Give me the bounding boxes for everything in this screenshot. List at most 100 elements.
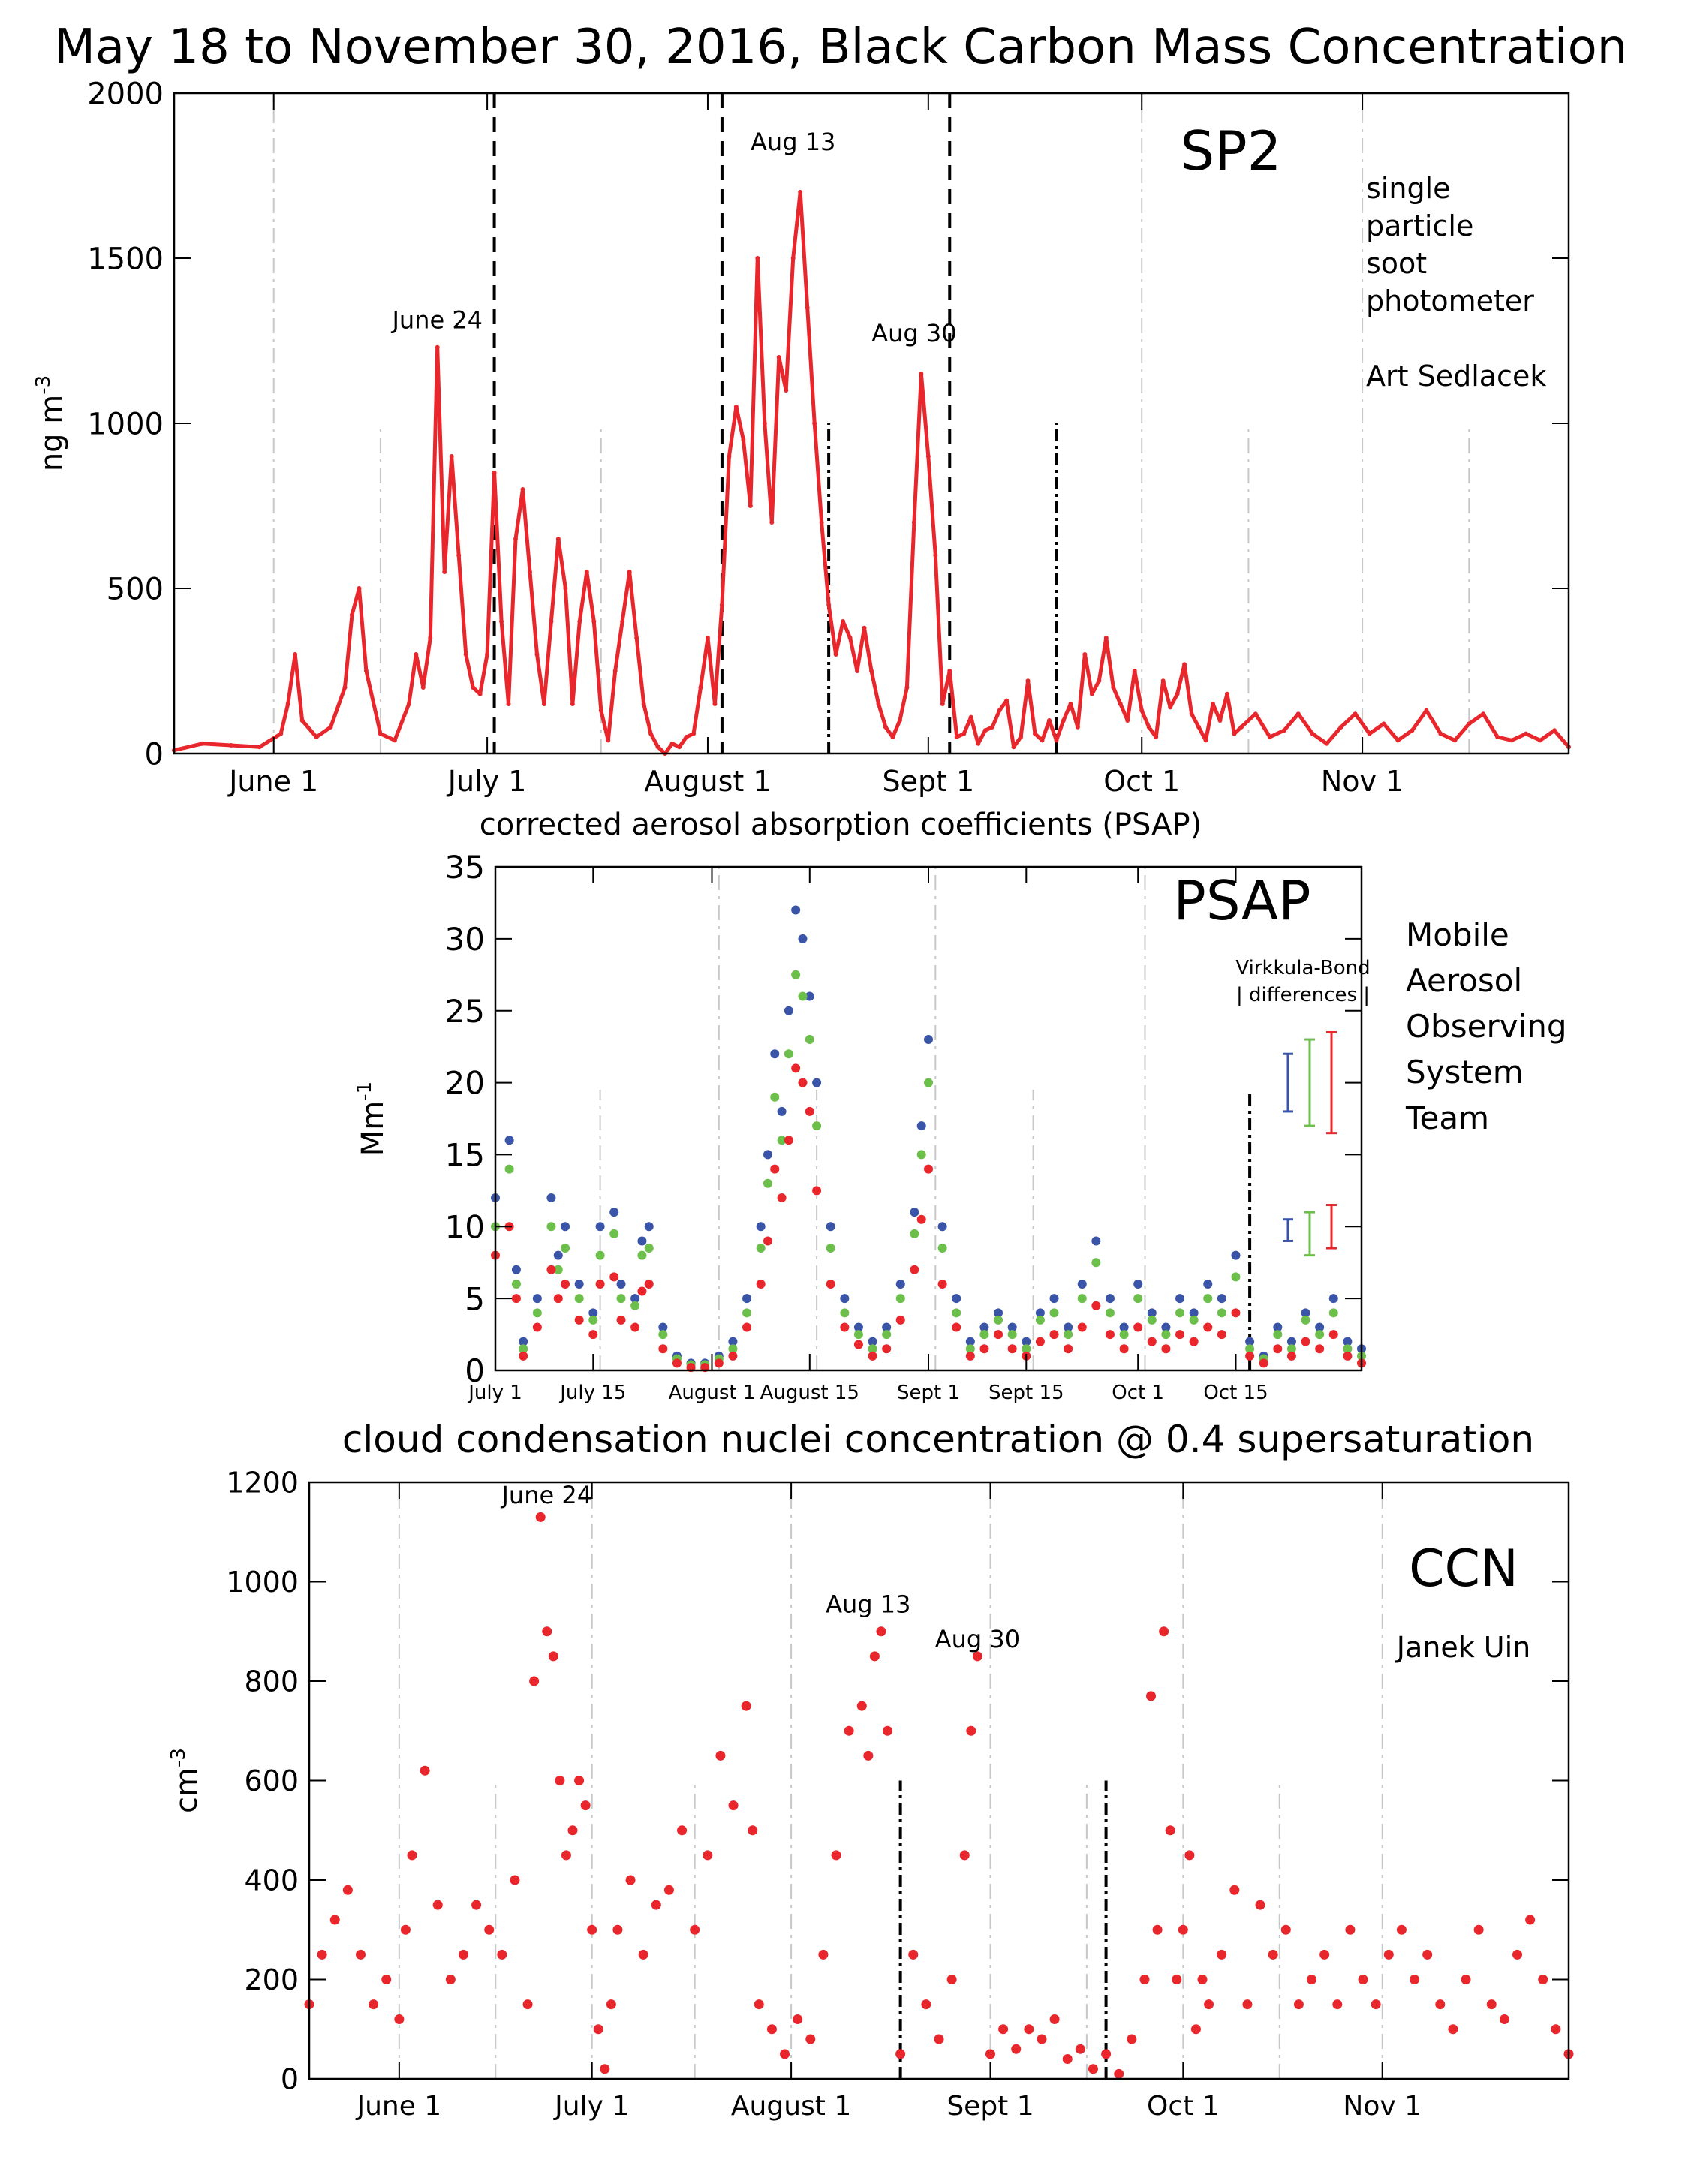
data-point-red	[497, 1949, 507, 1960]
data-point-blue	[1273, 1322, 1283, 1332]
data-point	[1068, 702, 1073, 706]
y-tick-label: 1000	[226, 1566, 299, 1599]
peak-annotation: Aug 13	[826, 1590, 910, 1619]
data-point-red	[1315, 1344, 1325, 1354]
data-point-red	[1345, 1924, 1356, 1935]
data-point-red	[937, 1279, 947, 1289]
data-point	[940, 702, 945, 706]
data-point	[1196, 724, 1202, 730]
data-point-blue	[1119, 1322, 1129, 1332]
data-point-green	[1328, 1308, 1338, 1318]
data-point	[954, 735, 959, 739]
data-point-red	[1245, 1351, 1255, 1361]
data-point-blue	[868, 1337, 877, 1346]
data-point	[1146, 724, 1151, 730]
data-point-red	[561, 1279, 570, 1289]
data-point	[363, 669, 369, 673]
x-tick-label: July 1	[467, 1382, 522, 1404]
data-point-blue	[728, 1337, 738, 1346]
data-point-red	[826, 1279, 835, 1289]
x-tick-label: July 1	[553, 2091, 629, 2122]
data-point-blue	[742, 1294, 752, 1304]
data-point-red	[1410, 1975, 1420, 1984]
data-point	[200, 741, 205, 746]
data-point	[1267, 735, 1272, 739]
data-point	[1281, 728, 1286, 733]
data-point	[328, 724, 333, 730]
data-point-red	[1383, 1949, 1394, 1960]
data-point-blue	[595, 1222, 605, 1232]
data-point-red	[1525, 1915, 1536, 1925]
data-point-red	[1268, 1949, 1278, 1960]
data-point-red	[1064, 1344, 1073, 1354]
data-point-red	[588, 1330, 598, 1340]
data-point-green	[630, 1301, 640, 1310]
data-point	[748, 504, 753, 508]
data-point	[925, 454, 931, 459]
data-point	[506, 702, 511, 706]
data-point-red	[420, 1765, 430, 1776]
data-point-red	[1075, 2044, 1085, 2054]
data-point-green	[826, 1244, 835, 1253]
data-point-red	[972, 1651, 982, 1662]
data-point	[499, 619, 504, 624]
data-point-green	[1175, 1308, 1185, 1318]
x-tick-label: Nov 1	[1321, 765, 1404, 798]
data-point	[1082, 652, 1088, 657]
data-point-green	[553, 1265, 563, 1274]
data-point-blue	[1315, 1322, 1325, 1332]
data-point	[968, 714, 973, 720]
data-point-red	[535, 1512, 546, 1522]
data-point-red	[1133, 1322, 1143, 1332]
data-point-green	[840, 1308, 850, 1318]
data-point-red	[1119, 1344, 1129, 1354]
data-point-green	[504, 1164, 514, 1174]
data-point	[1238, 724, 1244, 730]
data-point	[1011, 745, 1016, 750]
data-point	[299, 718, 305, 723]
data-point-red	[432, 1900, 443, 1910]
data-point-blue	[756, 1222, 766, 1232]
data-point-blue	[770, 1049, 780, 1059]
data-point	[1353, 711, 1358, 717]
x-tick-label: Oct 1	[1112, 1382, 1164, 1404]
data-point	[541, 702, 546, 706]
data-point-green	[511, 1279, 521, 1289]
data-point	[947, 669, 952, 673]
data-point-green	[595, 1250, 605, 1260]
y-tick-label: 800	[244, 1665, 299, 1698]
data-point-green	[1007, 1330, 1017, 1340]
data-point	[392, 738, 397, 743]
y-tick-label: 1500	[87, 242, 164, 276]
y-tick-label: 35	[445, 849, 485, 886]
data-point	[648, 731, 654, 736]
data-point-green	[882, 1330, 892, 1340]
data-point	[1495, 735, 1500, 739]
data-point-green	[1147, 1315, 1157, 1325]
data-point-red	[869, 1651, 880, 1662]
data-point	[819, 520, 824, 525]
data-point	[591, 619, 597, 624]
data-point-blue	[1343, 1337, 1353, 1346]
data-point-red	[1024, 2024, 1034, 2035]
data-point	[349, 612, 354, 618]
data-point-blue	[1175, 1294, 1185, 1304]
data-point-green	[742, 1308, 752, 1318]
data-point-red	[1538, 1975, 1548, 1984]
data-point-green	[812, 1121, 822, 1131]
y-tick-label: 25	[445, 993, 485, 1030]
data-point	[1467, 721, 1472, 726]
data-point-blue	[574, 1279, 584, 1289]
x-tick-label: Sept 1	[946, 2091, 1034, 2122]
data-point-blue	[1286, 1337, 1296, 1346]
data-point-red	[1551, 2024, 1561, 2035]
y-tick-label: 20	[445, 1065, 485, 1102]
data-point	[669, 741, 675, 746]
data-point	[257, 745, 262, 750]
peak-annotation: Aug 13	[751, 128, 835, 156]
data-point-red	[1165, 1825, 1175, 1836]
x-tick-label: August 1	[669, 1382, 756, 1404]
data-point	[456, 553, 462, 558]
x-tick-label: Oct 15	[1203, 1382, 1268, 1404]
data-point-red	[1255, 1900, 1265, 1910]
